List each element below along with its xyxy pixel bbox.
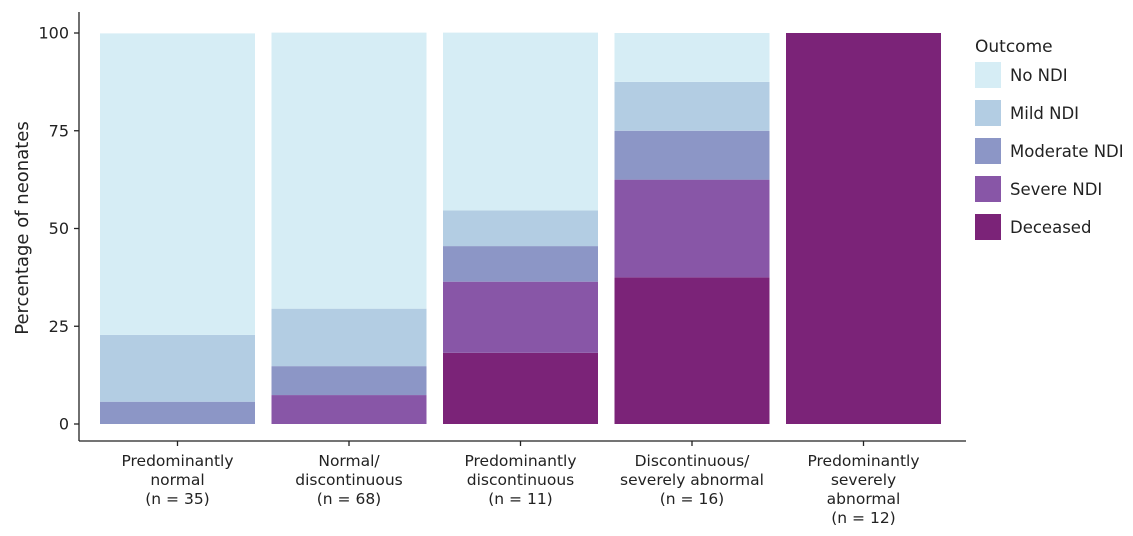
legend-label: Moderate NDI [1010, 142, 1124, 161]
bar-segment-no-ndi [615, 33, 770, 82]
x-category-label: Predominantly normal (n = 35) [121, 452, 233, 508]
y-ticks-group: 0 25 50 75 100 [38, 24, 79, 434]
y-tick-label: 25 [49, 317, 69, 336]
legend-swatch [975, 214, 1001, 240]
legend-swatch [975, 176, 1001, 202]
bar-segment-moderate-ndi [615, 131, 770, 180]
y-tick-label: 0 [59, 415, 69, 434]
bar-segment-severe-ndi [272, 395, 427, 424]
legend-label: Mild NDI [1010, 104, 1079, 123]
bar-segment-no-ndi [272, 33, 427, 309]
x-category-label: Normal/discontinuous (n = 68) [295, 452, 402, 508]
bar-segment-severe-ndi [615, 180, 770, 278]
legend-swatch [975, 100, 1001, 126]
legend: Outcome No NDI Mild NDI Moderate NDI Severe… [975, 37, 1124, 240]
bars-group [100, 33, 941, 424]
bar-segment-moderate-ndi [443, 246, 598, 282]
bar-segment-deceased [443, 353, 598, 424]
bar-segment-mild-ndi [100, 335, 255, 402]
y-tick-label: 75 [49, 121, 69, 140]
bar-segment-severe-ndi [443, 282, 598, 353]
legend-swatch [975, 62, 1001, 88]
bar-segment-deceased [615, 277, 770, 424]
legend-title: Outcome [975, 37, 1053, 57]
x-labels-group: Predominantly normal (n = 35) Normal/discon… [121, 441, 919, 527]
y-tick-label: 50 [49, 219, 69, 238]
y-axis-title: Percentage of neonates [12, 121, 33, 335]
bar-segment-mild-ndi [443, 211, 598, 247]
x-category-label: Discontinuous/severely abnormal (n = 16) [620, 452, 764, 508]
bar-segment-no-ndi [443, 33, 598, 211]
legend-label: Severe NDI [1010, 180, 1102, 199]
legend-label: Deceased [1010, 218, 1091, 237]
bar-segment-deceased [786, 33, 941, 424]
bar-segment-no-ndi [100, 33, 255, 334]
legend-label: No NDI [1010, 66, 1068, 85]
bar-segment-mild-ndi [615, 82, 770, 131]
legend-swatch [975, 138, 1001, 164]
bar-segment-mild-ndi [272, 309, 427, 366]
x-category-label: Predominantly discontinuous (n = 11) [464, 452, 576, 508]
bar-segment-moderate-ndi [272, 366, 427, 395]
y-tick-label: 100 [38, 24, 69, 43]
x-category-label: Predominantly severely abnormal (n = 12) [807, 452, 919, 527]
bar-segment-moderate-ndi [100, 402, 255, 424]
